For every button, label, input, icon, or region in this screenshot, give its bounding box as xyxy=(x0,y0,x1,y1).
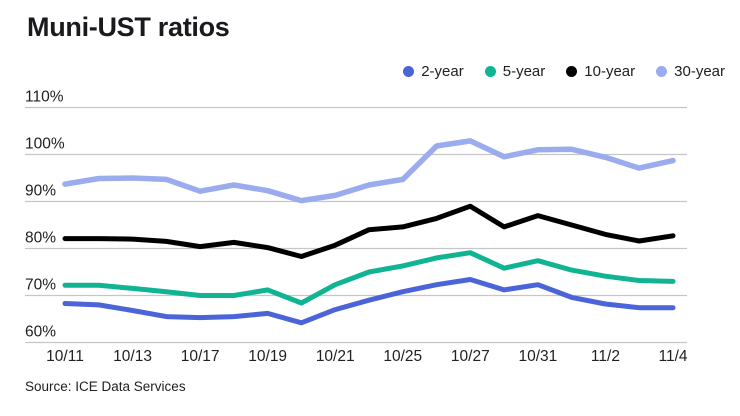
series-line-30-year xyxy=(62,138,676,204)
y-tick-label-70: 70% xyxy=(25,277,56,294)
x-tick-label-10-25: 10/25 xyxy=(383,348,422,365)
x-tick-label-10-19: 10/19 xyxy=(248,348,287,365)
chart-title: Muni-UST ratios xyxy=(27,12,230,42)
x-tick-label-10-27: 10/27 xyxy=(451,348,490,365)
x-tick-label-11-4: 11/4 xyxy=(658,348,687,365)
x-tick-label-10-13: 10/13 xyxy=(113,348,152,365)
y-tick-label-100: 100% xyxy=(25,136,65,153)
legend-label: 2-year xyxy=(421,63,464,80)
x-tick-label-10-11: 10/11 xyxy=(46,348,84,365)
legend-dot-30-year xyxy=(656,66,668,77)
legend-dot-5-year xyxy=(484,66,496,77)
series-line-10-year xyxy=(62,203,676,259)
chart-legend: 2-year 5-year 10-year 30-year xyxy=(403,63,725,80)
y-tick-label-110: 110% xyxy=(25,89,64,106)
legend-item-30-year: 30-year xyxy=(656,63,725,80)
legend-dot-10-year xyxy=(566,66,578,77)
legend-dot-2-year xyxy=(403,66,415,77)
x-tick-label-10-17: 10/17 xyxy=(181,348,220,365)
legend-item-10-year: 10-year xyxy=(566,63,635,80)
y-tick-label-80: 80% xyxy=(25,230,56,247)
legend-label: 30-year xyxy=(674,63,725,80)
legend-label: 10-year xyxy=(584,63,636,80)
x-tick-label-10-21: 10/21 xyxy=(316,348,355,365)
series-line-2-year xyxy=(62,277,676,326)
legend-item-5-year: 5-year xyxy=(484,63,546,80)
x-tick-label-11-2: 11/2 xyxy=(591,348,620,365)
legend-item-2-year: 2-year xyxy=(403,63,464,80)
series-line-5-year xyxy=(62,250,676,306)
y-tick-label-90: 90% xyxy=(25,183,56,200)
y-tick-label-60: 60% xyxy=(25,324,56,341)
x-tick-label-10-31: 10/31 xyxy=(518,348,557,365)
source-note: Source: ICE Data Services xyxy=(25,379,186,394)
legend-label: 5-year xyxy=(502,63,546,80)
